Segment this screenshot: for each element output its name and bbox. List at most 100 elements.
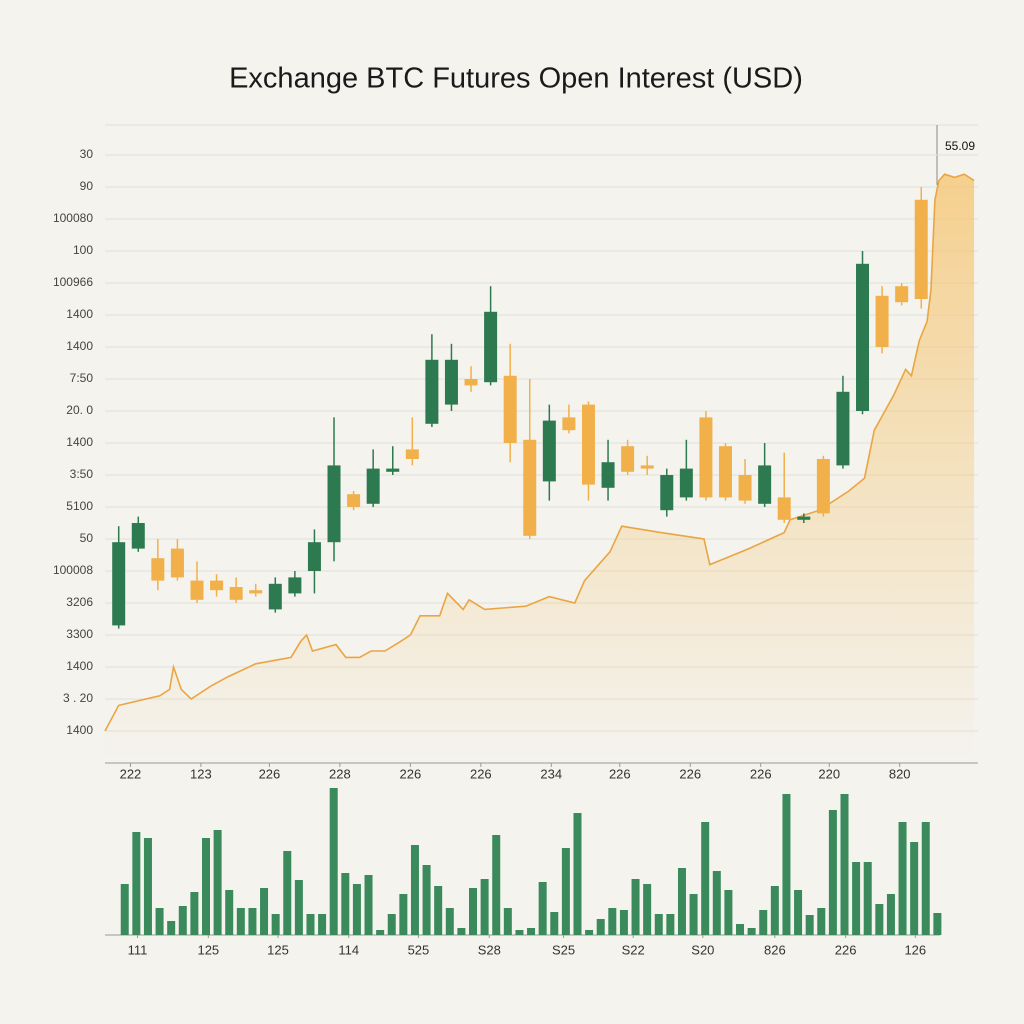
volume-bar	[225, 890, 234, 935]
x-tick-label: 114	[338, 942, 359, 957]
volume-bar	[910, 842, 919, 935]
x-tick-label: 226	[470, 766, 492, 781]
volume-bar	[631, 879, 640, 935]
volume-bar	[283, 851, 292, 935]
volume-bar	[376, 930, 385, 935]
area-fill	[105, 174, 975, 763]
y-tick-label: 3 . 20	[63, 691, 93, 705]
candle-body	[347, 494, 361, 507]
candle-body	[699, 417, 713, 498]
candle-body	[895, 286, 909, 303]
volume-bar	[724, 890, 733, 935]
x-tick-label: 820	[889, 766, 911, 781]
x-tick-label: 125	[197, 942, 219, 957]
volume-bar	[712, 871, 721, 935]
x-tick-label: 220	[818, 766, 840, 781]
x-tick-label: 222	[120, 766, 142, 781]
y-tick-label: 1400	[66, 307, 93, 321]
volume-bar	[329, 788, 338, 935]
volume-bar	[155, 908, 164, 935]
volume-bar	[387, 914, 396, 935]
volume-bar	[178, 906, 187, 935]
volume-bar	[515, 930, 524, 935]
volume-bar	[236, 908, 245, 935]
volume-bar	[422, 865, 431, 935]
x-tick-label: 226	[750, 766, 772, 781]
volume-bar	[260, 888, 269, 935]
volume-bar	[573, 813, 582, 935]
candle-body	[679, 468, 693, 498]
candle-body	[797, 516, 811, 520]
volume-bar	[666, 914, 675, 935]
x-tick-label: 226	[259, 766, 281, 781]
y-tick-label: 20. 0	[66, 403, 93, 417]
volume-bar	[608, 908, 617, 935]
y-tick-label: 50	[80, 531, 94, 545]
candle-body	[366, 468, 380, 504]
volume-bar	[248, 908, 257, 935]
candle-body	[816, 459, 830, 514]
x-tick-label: S22	[622, 942, 645, 957]
volume-bar	[538, 882, 547, 935]
volume-bar	[852, 862, 861, 935]
volume-bar	[503, 908, 512, 935]
volume-bar	[736, 924, 745, 935]
candle-body	[562, 417, 576, 431]
candle-body	[738, 475, 752, 501]
candle-body	[386, 468, 400, 472]
x-tick-label: 228	[329, 766, 351, 781]
volume-bar	[306, 914, 315, 935]
y-tick-label: 100966	[53, 275, 93, 289]
volume-bar	[550, 912, 559, 935]
volume-bar	[434, 886, 443, 935]
plot-layer: 30 90 100080 100 100966 1400 1400 7:50 20. 0 1400…	[53, 147, 978, 957]
y-tick-label: 3:50	[70, 467, 94, 481]
volume-bar	[886, 894, 895, 935]
volume-bar	[213, 830, 222, 935]
x-tick-label: 226	[835, 942, 857, 957]
volume-bar	[840, 794, 849, 935]
candle-body	[405, 449, 419, 459]
volume-bar	[863, 862, 872, 935]
y-tick-label: 30	[80, 147, 94, 161]
volume-bar	[701, 822, 710, 935]
volume-bar	[619, 910, 628, 935]
volume-bar	[201, 838, 210, 935]
candle-body	[307, 542, 321, 571]
candle-body	[621, 446, 635, 472]
volume-bar	[410, 845, 419, 935]
candle-body	[131, 523, 145, 549]
volume-bar	[921, 822, 930, 935]
candle-body	[190, 580, 204, 600]
volume-bar	[469, 888, 478, 935]
y-tick-label: 3300	[66, 627, 93, 641]
chart-title: Exchange BTC Futures Open Interest (USD)	[229, 63, 803, 95]
y-tick-label: 1400	[66, 339, 93, 353]
volume-bar	[143, 838, 152, 935]
volume-bar	[596, 919, 605, 935]
candle-body	[229, 587, 243, 600]
y-tick-label: 100080	[53, 211, 93, 225]
x-tick-label: 123	[190, 766, 212, 781]
candle-body	[464, 379, 478, 386]
volume-bar	[689, 894, 698, 935]
candle-body	[151, 558, 165, 581]
candle-body	[640, 465, 654, 469]
candle-body	[601, 462, 615, 488]
volume-bar	[190, 892, 199, 935]
volume-bar	[352, 884, 361, 935]
x-tick-label: 234	[540, 766, 562, 781]
candle-body	[268, 583, 282, 610]
x-tick-label: 126	[904, 942, 926, 957]
candle-body	[777, 497, 791, 520]
candle-body	[758, 465, 772, 504]
volume-bar	[677, 868, 686, 935]
y-tick-label: 1400	[66, 723, 93, 737]
area-line	[104, 173, 975, 732]
volume-bar	[759, 910, 768, 935]
candle-body	[444, 359, 458, 405]
candle-body	[660, 475, 674, 511]
volume-bar	[132, 832, 141, 935]
volume-bar	[399, 894, 408, 935]
